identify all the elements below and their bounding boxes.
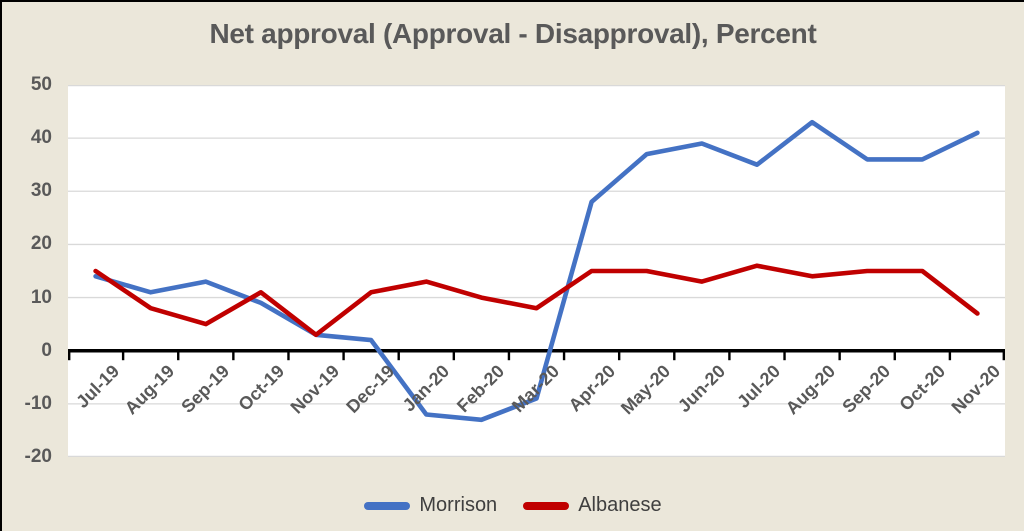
- legend-item-morrison: Morrison: [364, 494, 497, 517]
- plot-area: [68, 84, 1005, 458]
- legend-item-albanese: Albanese: [523, 494, 662, 517]
- y-axis-tick-label: -20: [24, 446, 52, 467]
- y-axis-tick-label: 0: [41, 339, 52, 361]
- y-axis-tick-label: 20: [30, 233, 52, 255]
- series-line-morrison: [93, 119, 980, 423]
- series-line-albanese: [93, 263, 980, 338]
- chart-plot-svg: [68, 84, 1005, 458]
- y-axis-tick-label: 30: [30, 180, 52, 202]
- y-axis-tick-label: 10: [30, 286, 52, 308]
- y-axis: 50 40 30 20 10 0 -10 -20: [2, 74, 58, 467]
- morrison-line-swatch-icon: [364, 501, 411, 510]
- chart-title: Net approval (Approval - Disapproval), P…: [209, 18, 817, 49]
- legend-label-albanese: Albanese: [578, 494, 662, 516]
- y-axis-tick-label: -10: [24, 392, 52, 414]
- legend: Morrison Albanese: [2, 494, 1024, 517]
- y-axis-tick-label: 40: [30, 127, 52, 149]
- y-axis-tick-label: 50: [30, 74, 52, 95]
- legend-label-morrison: Morrison: [419, 494, 498, 516]
- albanese-line-swatch-icon: [523, 501, 570, 510]
